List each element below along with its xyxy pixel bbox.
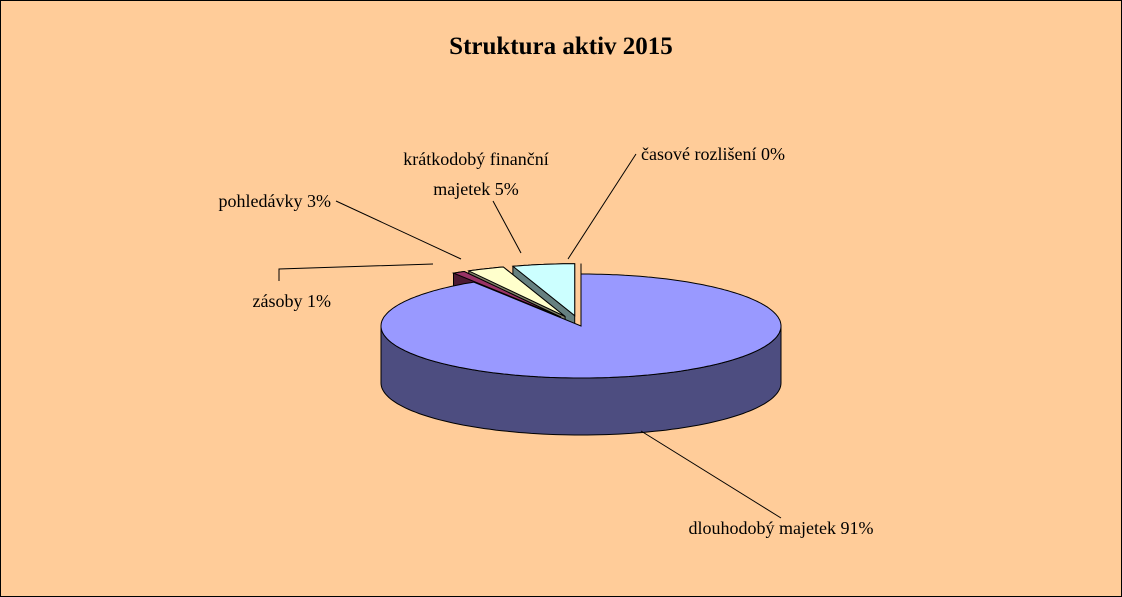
category-label: krátkodobý finanční majetek xyxy=(403,149,549,199)
data-label: dlouhodobý majetek 91% xyxy=(681,513,881,543)
leader-line xyxy=(335,200,462,260)
value-label: 5% xyxy=(494,179,519,199)
leader-line xyxy=(492,200,522,254)
data-label: krátkodobý finanční majetek 5% xyxy=(376,144,576,204)
data-label: pohledávky 3% xyxy=(121,186,331,216)
value-label: 1% xyxy=(307,291,331,311)
value-label: 3% xyxy=(307,191,331,211)
category-label: časové rozlišení xyxy=(641,144,757,164)
data-label: časové rozlišení 0% xyxy=(641,139,891,169)
category-label: zásoby xyxy=(252,291,303,311)
value-label: 91% xyxy=(840,518,874,538)
leader-line xyxy=(640,430,782,519)
slice-top xyxy=(451,270,561,318)
leader-line xyxy=(278,263,434,281)
chart-title: Struktura aktiv 2015 xyxy=(449,33,673,60)
leader-line xyxy=(567,153,637,260)
category-label: pohledávky xyxy=(218,191,303,211)
slice-top xyxy=(380,273,782,379)
value-label: 0% xyxy=(760,144,785,164)
data-label: zásoby 1% xyxy=(131,286,331,316)
slice-top xyxy=(467,266,566,317)
category-label: dlouhodobý majetek xyxy=(688,518,836,538)
slice-top xyxy=(511,263,576,317)
